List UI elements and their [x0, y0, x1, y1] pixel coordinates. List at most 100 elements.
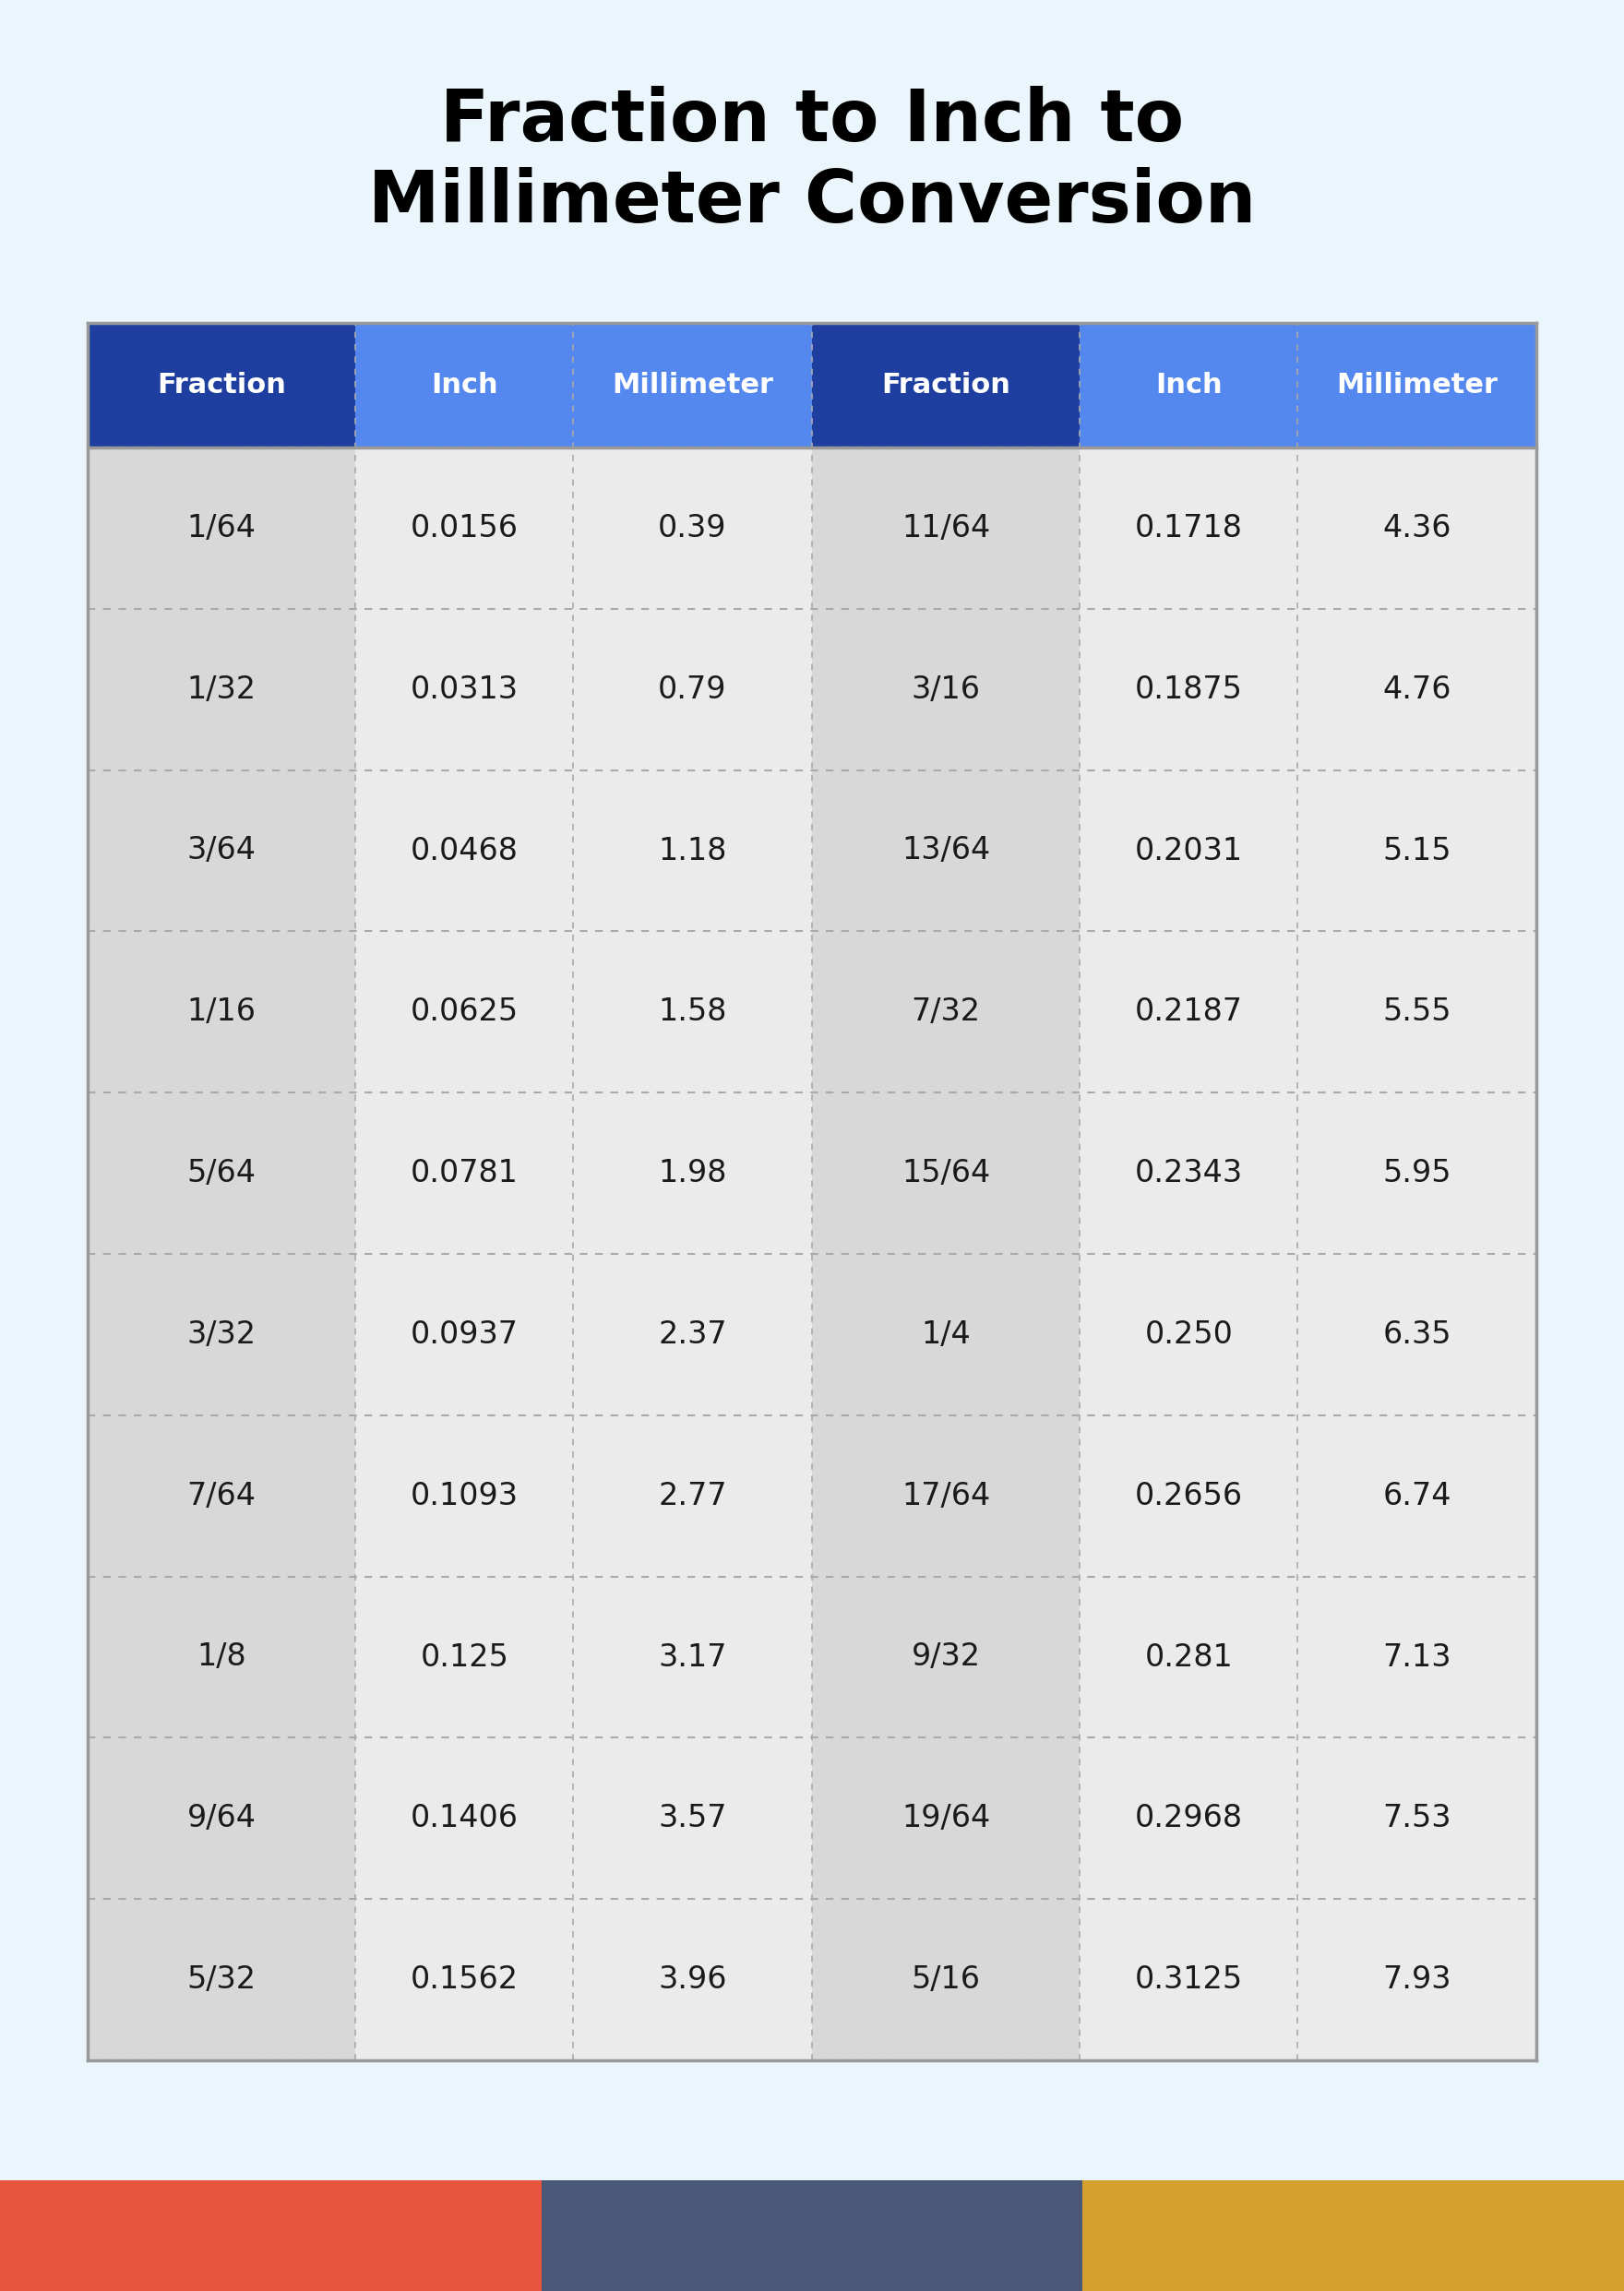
Text: 1/32: 1/32 — [187, 674, 257, 706]
Text: 4.36: 4.36 — [1382, 513, 1452, 543]
Text: 3.96: 3.96 — [658, 1963, 728, 1995]
Bar — [812, 323, 1080, 447]
Text: 1.18: 1.18 — [658, 836, 728, 866]
Text: 1/8: 1/8 — [197, 1643, 247, 1672]
Bar — [356, 609, 573, 770]
Bar — [573, 323, 812, 447]
Text: 1/64: 1/64 — [187, 513, 257, 543]
Bar — [356, 1253, 573, 1416]
Text: 5.15: 5.15 — [1382, 836, 1452, 866]
Text: Inch: Inch — [1155, 371, 1223, 399]
Text: 0.2187: 0.2187 — [1135, 997, 1242, 1026]
Bar — [812, 770, 1080, 932]
Bar — [88, 609, 356, 770]
Text: Inch: Inch — [430, 371, 499, 399]
Text: 0.0625: 0.0625 — [411, 997, 518, 1026]
Text: 0.0313: 0.0313 — [411, 674, 518, 706]
Bar — [1080, 323, 1298, 447]
Bar — [1083, 2181, 1624, 2291]
Bar — [356, 1576, 573, 1739]
Text: 3.17: 3.17 — [658, 1643, 728, 1672]
Text: 1.98: 1.98 — [658, 1157, 728, 1189]
Bar — [1298, 1093, 1536, 1253]
Text: 7/32: 7/32 — [911, 997, 981, 1026]
Text: 15/64: 15/64 — [901, 1157, 991, 1189]
Text: 0.0156: 0.0156 — [411, 513, 518, 543]
Text: 0.1562: 0.1562 — [411, 1963, 518, 1995]
Text: 0.125: 0.125 — [421, 1643, 508, 1672]
Bar — [88, 1576, 356, 1739]
Bar — [1298, 1899, 1536, 2060]
Text: 19/64: 19/64 — [901, 1803, 991, 1833]
Bar — [88, 1899, 356, 2060]
Bar — [1080, 932, 1298, 1093]
Bar — [812, 609, 1080, 770]
Text: 0.0781: 0.0781 — [411, 1157, 518, 1189]
Text: 0.281: 0.281 — [1145, 1643, 1233, 1672]
Bar — [1298, 770, 1536, 932]
Text: 5.95: 5.95 — [1382, 1157, 1452, 1189]
Bar — [1298, 932, 1536, 1093]
Text: 5/64: 5/64 — [187, 1157, 257, 1189]
Bar — [812, 1253, 1080, 1416]
Bar — [812, 1093, 1080, 1253]
Bar — [1298, 1739, 1536, 1899]
Text: 0.3125: 0.3125 — [1135, 1963, 1242, 1995]
Bar — [1080, 1416, 1298, 1576]
Bar — [573, 770, 812, 932]
Bar — [573, 1253, 812, 1416]
Text: 0.1718: 0.1718 — [1135, 513, 1242, 543]
Bar — [573, 1416, 812, 1576]
Bar — [1298, 323, 1536, 447]
Bar — [1298, 1416, 1536, 1576]
Bar — [573, 1576, 812, 1739]
Text: 0.1406: 0.1406 — [411, 1803, 518, 1833]
Bar — [356, 447, 573, 609]
Text: 5.55: 5.55 — [1382, 997, 1452, 1026]
Text: 7.93: 7.93 — [1382, 1963, 1452, 1995]
Bar — [356, 1416, 573, 1576]
Text: 1.58: 1.58 — [658, 997, 728, 1026]
Text: 0.1093: 0.1093 — [411, 1480, 518, 1512]
Bar — [812, 1416, 1080, 1576]
Text: 9/32: 9/32 — [911, 1643, 981, 1672]
Text: 13/64: 13/64 — [901, 836, 991, 866]
Text: 0.39: 0.39 — [658, 513, 728, 543]
Text: 2.77: 2.77 — [658, 1480, 728, 1512]
Text: Millimeter: Millimeter — [1337, 371, 1497, 399]
Text: 0.0468: 0.0468 — [411, 836, 518, 866]
Bar — [1080, 1899, 1298, 2060]
Text: 11/64: 11/64 — [901, 513, 991, 543]
Text: 7.53: 7.53 — [1382, 1803, 1452, 1833]
Bar — [812, 447, 1080, 609]
Bar — [1080, 609, 1298, 770]
Text: 5/32: 5/32 — [187, 1963, 257, 1995]
Text: Fraction: Fraction — [882, 371, 1010, 399]
Bar — [356, 770, 573, 932]
Bar — [573, 609, 812, 770]
Bar — [1080, 1093, 1298, 1253]
Bar — [1298, 447, 1536, 609]
Bar — [356, 1739, 573, 1899]
Bar — [1298, 609, 1536, 770]
Text: 1/16: 1/16 — [187, 997, 257, 1026]
Bar — [1080, 770, 1298, 932]
Bar — [356, 323, 573, 447]
Text: 9/64: 9/64 — [187, 1803, 257, 1833]
Bar — [356, 932, 573, 1093]
Text: Millimeter: Millimeter — [612, 371, 773, 399]
Bar — [88, 323, 356, 447]
Text: 0.79: 0.79 — [658, 674, 728, 706]
Text: 0.2968: 0.2968 — [1135, 1803, 1242, 1833]
Text: Fraction: Fraction — [158, 371, 286, 399]
Bar — [1298, 1253, 1536, 1416]
Bar — [88, 1253, 356, 1416]
Text: 0.1875: 0.1875 — [1135, 674, 1242, 706]
Text: 3.57: 3.57 — [658, 1803, 728, 1833]
Text: 2.37: 2.37 — [658, 1320, 728, 1349]
Bar — [88, 447, 356, 609]
Bar — [573, 1093, 812, 1253]
Text: 0.250: 0.250 — [1145, 1320, 1233, 1349]
Bar — [356, 1093, 573, 1253]
Bar — [812, 1899, 1080, 2060]
